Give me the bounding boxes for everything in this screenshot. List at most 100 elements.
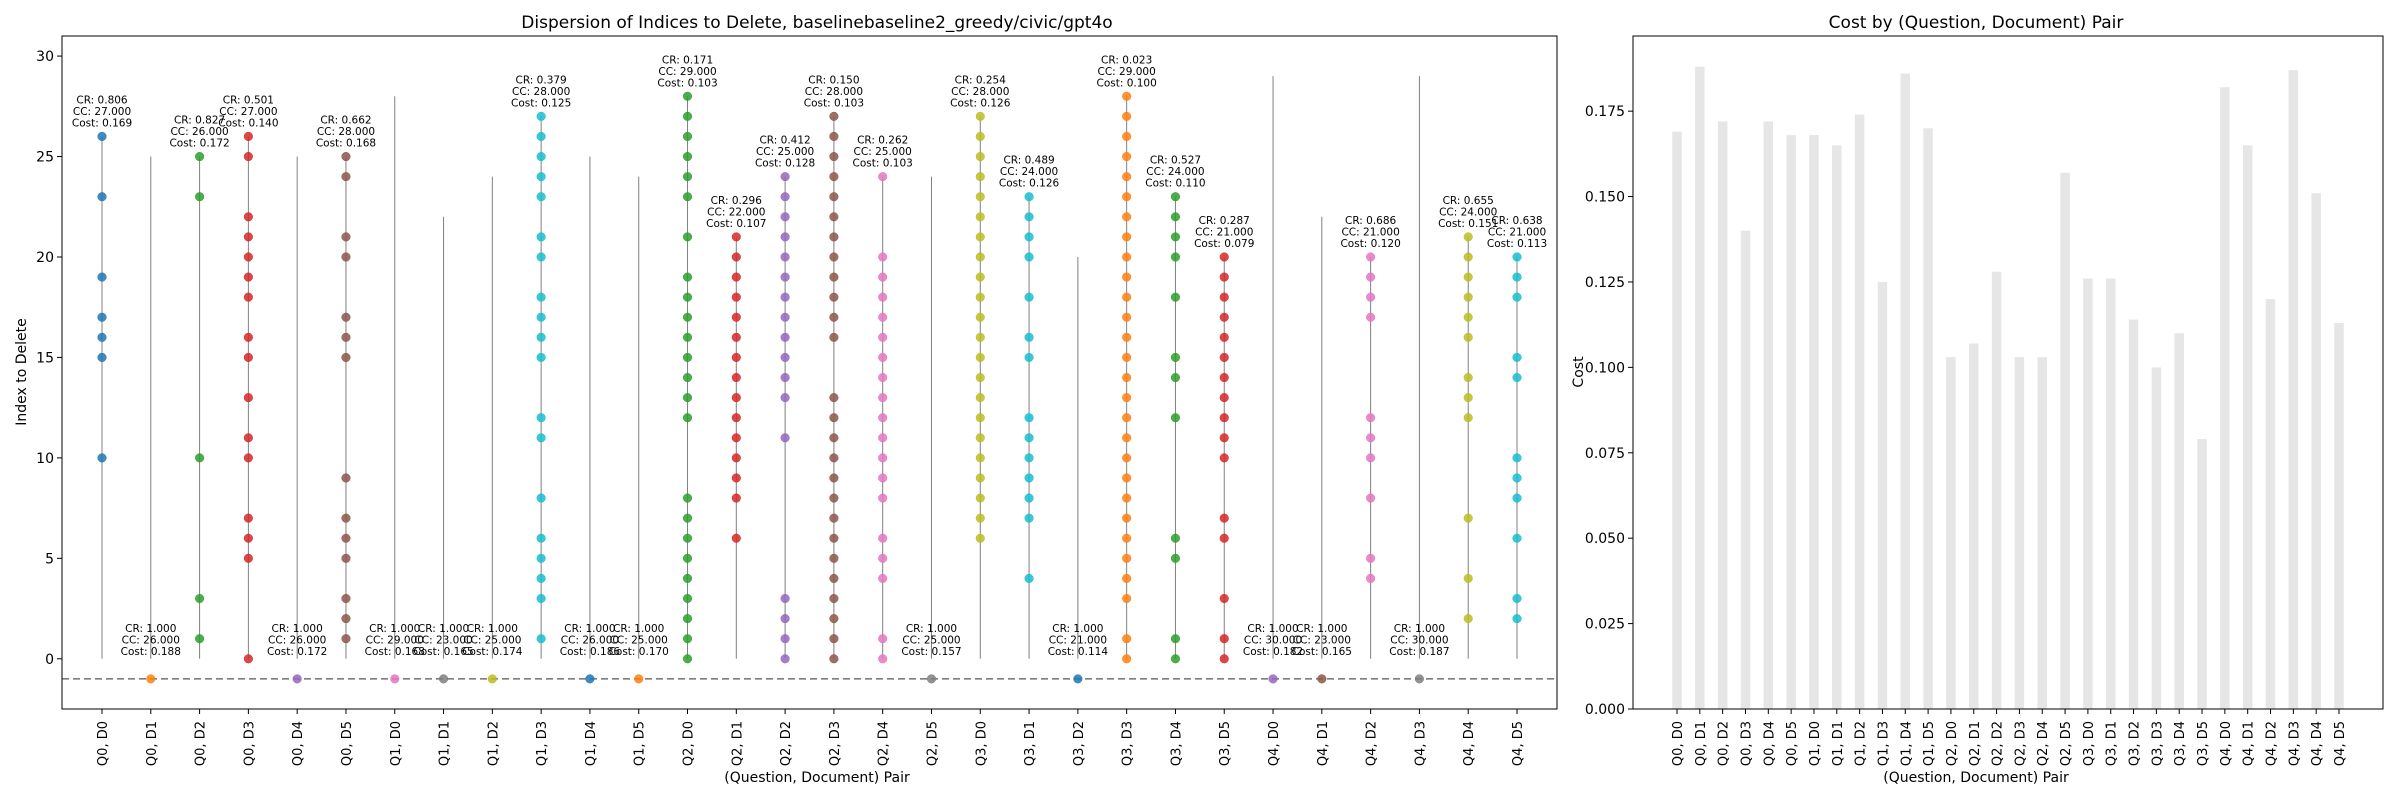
point-annotation: CR: 0.150 [808, 74, 859, 86]
data-point [1170, 252, 1180, 262]
data-point [1170, 533, 1180, 543]
data-point [975, 252, 985, 262]
point-annotation: CR: 0.662 [320, 115, 371, 127]
data-point [878, 473, 888, 483]
x-tick-label: Q2, D2 [779, 721, 794, 766]
data-point [1170, 192, 1180, 202]
data-point [1024, 413, 1034, 423]
y-tick-label: 0.025 [1585, 617, 1625, 633]
data-point [878, 433, 888, 443]
point-annotation: CC: 28.000 [805, 86, 863, 98]
data-point [829, 573, 839, 583]
data-point [829, 332, 839, 342]
data-point [243, 292, 253, 302]
data-point [682, 292, 693, 302]
data-point [1122, 131, 1132, 141]
data-point [1024, 332, 1034, 342]
data-point [1219, 252, 1229, 262]
data-point [731, 393, 741, 403]
data-point [829, 433, 839, 443]
x-tick-label: Q0, D5 [340, 721, 355, 766]
data-point [195, 593, 205, 604]
data-point [878, 332, 888, 342]
data-point [1122, 272, 1132, 282]
data-point [146, 674, 156, 684]
cost-bar [1695, 66, 1705, 709]
y-tick-label: 0.075 [1585, 446, 1625, 462]
data-point [878, 312, 888, 322]
data-point [829, 593, 839, 604]
data-point [1366, 272, 1376, 282]
point-annotation: CR: 0.806 [76, 94, 128, 106]
x-tick-label: Q2, D3 [828, 721, 843, 766]
data-point [878, 352, 888, 362]
point-annotation: CC: 26.000 [170, 126, 228, 138]
cost-bar [2174, 333, 2184, 709]
data-point [829, 212, 839, 222]
data-point [780, 393, 790, 403]
data-point [195, 192, 205, 202]
x-tick-label: Q0, D0 [1671, 721, 1686, 766]
data-point [975, 433, 985, 443]
point-annotation: CC: 26.000 [561, 634, 619, 646]
point-annotation: CC: 22.000 [707, 206, 765, 218]
x-tick-label: Q3, D3 [1121, 721, 1136, 766]
point-annotation: CC: 28.000 [317, 126, 375, 138]
cost-bar [1877, 281, 1888, 709]
point-annotation: CR: 1.000 [369, 623, 420, 635]
point-annotation: Cost: 0.113 [1487, 238, 1547, 250]
x-tick-label: Q4, D1 [1316, 721, 1331, 766]
data-point [1122, 573, 1132, 583]
x-tick-label: Q2, D0 [1945, 721, 1960, 766]
data-point [487, 674, 497, 684]
data-point [195, 634, 205, 644]
x-tick-label: Q4, D4 [1462, 721, 1477, 766]
data-point [975, 372, 985, 383]
data-point [634, 674, 644, 684]
data-point [975, 533, 985, 543]
x-tick-label: Q1, D1 [1831, 721, 1846, 766]
data-point [1170, 212, 1180, 222]
x-tick-label: Q4, D1 [2242, 721, 2257, 766]
x-tick-label: Q2, D3 [2013, 721, 2028, 766]
x-tick-label: Q3, D5 [1218, 721, 1233, 766]
x-tick-label: Q1, D1 [438, 721, 453, 766]
point-annotation: CR: 1.000 [906, 623, 957, 635]
x-tick-label: Q4, D3 [2287, 721, 2302, 766]
data-point [390, 674, 400, 684]
point-annotation: CC: 25.000 [854, 146, 912, 158]
point-annotation: Cost: 0.151 [1438, 218, 1498, 230]
data-point [975, 413, 985, 423]
data-point [536, 553, 546, 563]
point-annotation: CR: 0.489 [1003, 155, 1054, 167]
point-annotation: Cost: 0.182 [1243, 646, 1303, 658]
data-point [731, 372, 741, 383]
data-point [1463, 292, 1473, 302]
data-point [341, 172, 351, 182]
data-point [1122, 513, 1132, 523]
y-tick-label: 10 [36, 451, 54, 467]
data-point [1170, 654, 1180, 664]
data-point [780, 654, 790, 664]
data-point [682, 393, 693, 403]
x-tick-label: Q2, D5 [925, 721, 940, 766]
data-point [1219, 393, 1229, 403]
x-tick-label: Q2, D4 [2036, 721, 2051, 766]
point-annotation: CC: 27.000 [73, 106, 131, 118]
cost-x-axis-label: (Question, Document) Pair [1883, 770, 2069, 786]
point-annotation: CR: 0.379 [516, 74, 567, 86]
cost-bars [1672, 66, 2344, 710]
x-tick-label: Q3, D0 [974, 721, 989, 766]
point-annotation: CC: 21.000 [1341, 226, 1399, 238]
point-annotation: CC: 25.000 [463, 634, 521, 646]
data-point [829, 473, 839, 483]
point-annotation: CR: 0.287 [1199, 215, 1250, 227]
data-point [829, 654, 839, 664]
point-annotation: CC: 29.000 [366, 634, 424, 646]
data-point [1122, 413, 1132, 423]
data-point [536, 593, 546, 604]
point-annotation: Cost: 0.126 [950, 97, 1011, 109]
data-point [243, 433, 253, 443]
data-point [682, 332, 693, 342]
